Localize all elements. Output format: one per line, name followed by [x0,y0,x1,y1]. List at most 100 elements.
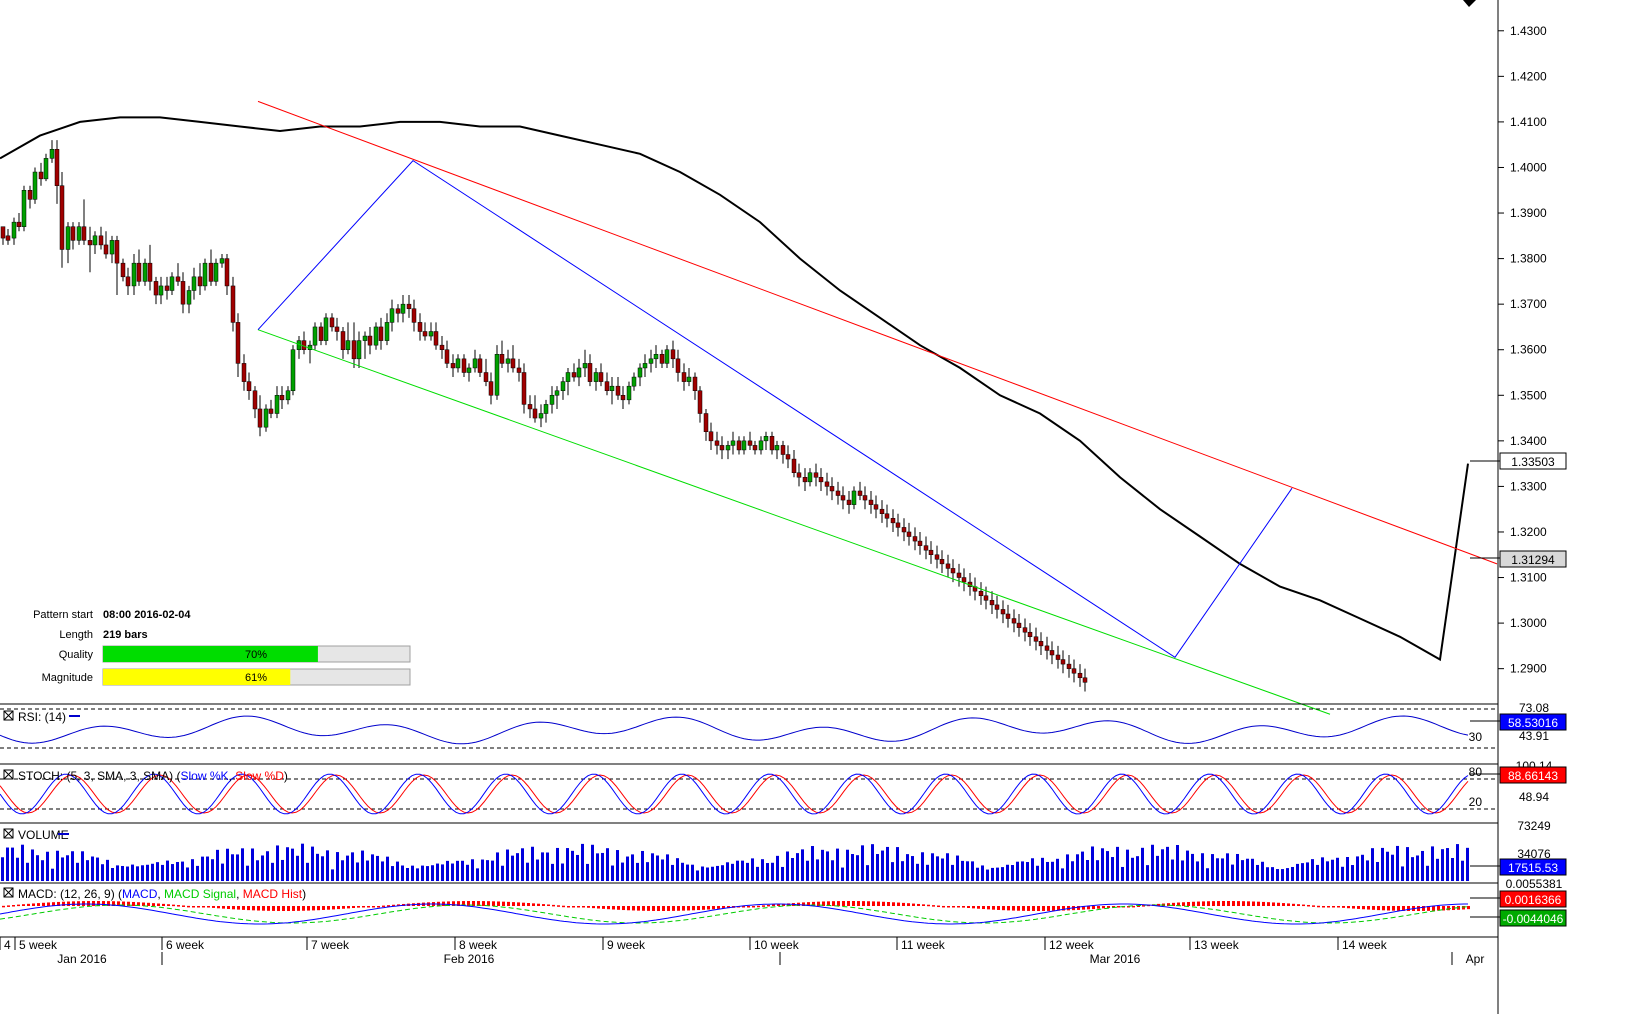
price-tick-label: 1.3800 [1510,252,1547,266]
volume-bar [176,862,179,881]
candle-body [329,317,335,328]
candle-body [747,440,753,446]
candle-body [43,158,49,180]
macd-hist-bar [707,906,710,910]
scroll-arrow-icon[interactable] [1463,0,1476,7]
macd-title: MACD: (12, 26, 9) (MACD, MACD Signal, MA… [18,887,306,901]
candle-body [158,285,164,296]
candle-body [268,408,274,414]
candle-body [208,262,214,282]
macd-hist-bar [1377,906,1380,911]
pattern-start-label: Pattern start [33,609,93,621]
macd-hist-bar [777,904,780,906]
week-label: 6 week [166,938,205,952]
volume-bar [271,862,274,881]
macd-hist-bar [217,906,220,909]
volume-badge-box [1499,858,1567,876]
volume-bar [861,845,864,881]
volume-bar [921,852,924,881]
macd-hist-bar [962,906,965,908]
candle-body [466,367,472,373]
candle-body [857,490,863,496]
week-label: 9 week [607,938,646,952]
rsi-close-x-icon[interactable] [3,710,14,721]
candle-body [219,258,225,264]
volume-bar [1326,861,1329,881]
week-label: 5 week [19,938,58,952]
week-label: 11 week [901,938,946,952]
macd-hist-bar [527,903,530,906]
macd-hist-bar [637,906,640,911]
macd-hist-bar [847,901,850,906]
candle-body [1055,654,1061,660]
volume-bar [1396,845,1399,881]
volume-bar [691,864,694,881]
volume-bar [1446,848,1449,881]
stoch-panel: STOCH: (5, 3, SMA, 3, SMA) (Slow %K, Slo… [0,759,1567,815]
volume-bar [126,866,129,881]
macd-hist-bar [862,901,865,906]
candle-body [510,358,516,369]
candle-body [334,326,340,332]
volume-bar [956,855,959,881]
volume-bar [621,862,624,881]
macd-hist-bar [1182,902,1185,906]
macd-hist-bar [1402,906,1405,911]
volume-bar [1221,858,1224,881]
volume-bar [1256,864,1259,881]
macd-hist-bar [1047,906,1050,911]
macd-hist-bar [782,903,785,906]
macd-hist-bar [1127,906,1130,908]
stoch-close-x-icon[interactable] [3,769,14,780]
volume-bar [526,862,529,881]
volume-bar [851,854,854,881]
candle-body [884,513,890,519]
volume-bar [1031,858,1034,881]
macd-hist-bar [237,906,240,910]
macd-hist-bar [1262,901,1265,906]
macd-hist-bar [687,906,690,911]
macd-close-x-icon[interactable] [3,887,14,898]
volume-bar [326,850,329,881]
candle-body [741,440,747,451]
candle-body [5,235,11,241]
macd-hist-bar [137,902,140,906]
volume-close-x-icon[interactable] [3,828,14,839]
macd-hist-bar [1042,906,1045,911]
macd-signal-line [0,904,1469,924]
volume-bar [1011,865,1014,881]
macd-hist-bar [752,906,755,908]
candle-body [241,363,247,382]
volume-bar [71,851,74,881]
volume-bar [866,865,869,881]
macd-hist-bar [242,906,245,910]
candle-body [538,413,544,419]
candle-body [1027,631,1033,638]
candle-body [224,258,230,287]
volume-bar [1131,857,1134,881]
volume-bar [406,868,409,881]
macd-hist-bar [922,904,925,906]
macd-hist-bar [612,906,615,910]
month-label: Jan 2016 [57,952,107,966]
macd-axis-top: 0.0055381 [1506,877,1563,891]
volume-bar [856,855,859,881]
volume-bar [156,862,159,881]
macd-hist-bar [877,901,880,906]
candle-body [114,240,120,264]
volume-bar [1456,844,1459,881]
pattern-info-box: Pattern start 08:00 2016-02-04 Length 21… [33,609,411,686]
volume-bar [231,854,234,881]
candle-body [681,372,687,382]
stoch-title: STOCH: (5, 3, SMA, 3, SMA) (Slow %K, Slo… [18,769,288,783]
volume-bar [1136,856,1139,881]
volume-bar [261,855,264,881]
volume-bar [881,850,884,881]
candle-body [11,221,17,239]
volume-bar [541,852,544,881]
candle-body [648,358,654,364]
volume-badge-text: 17515.53 [1508,861,1558,875]
macd-hist-bar [1052,906,1055,911]
macd-hist-bar [192,906,195,908]
macd-hist-bar [172,904,175,907]
